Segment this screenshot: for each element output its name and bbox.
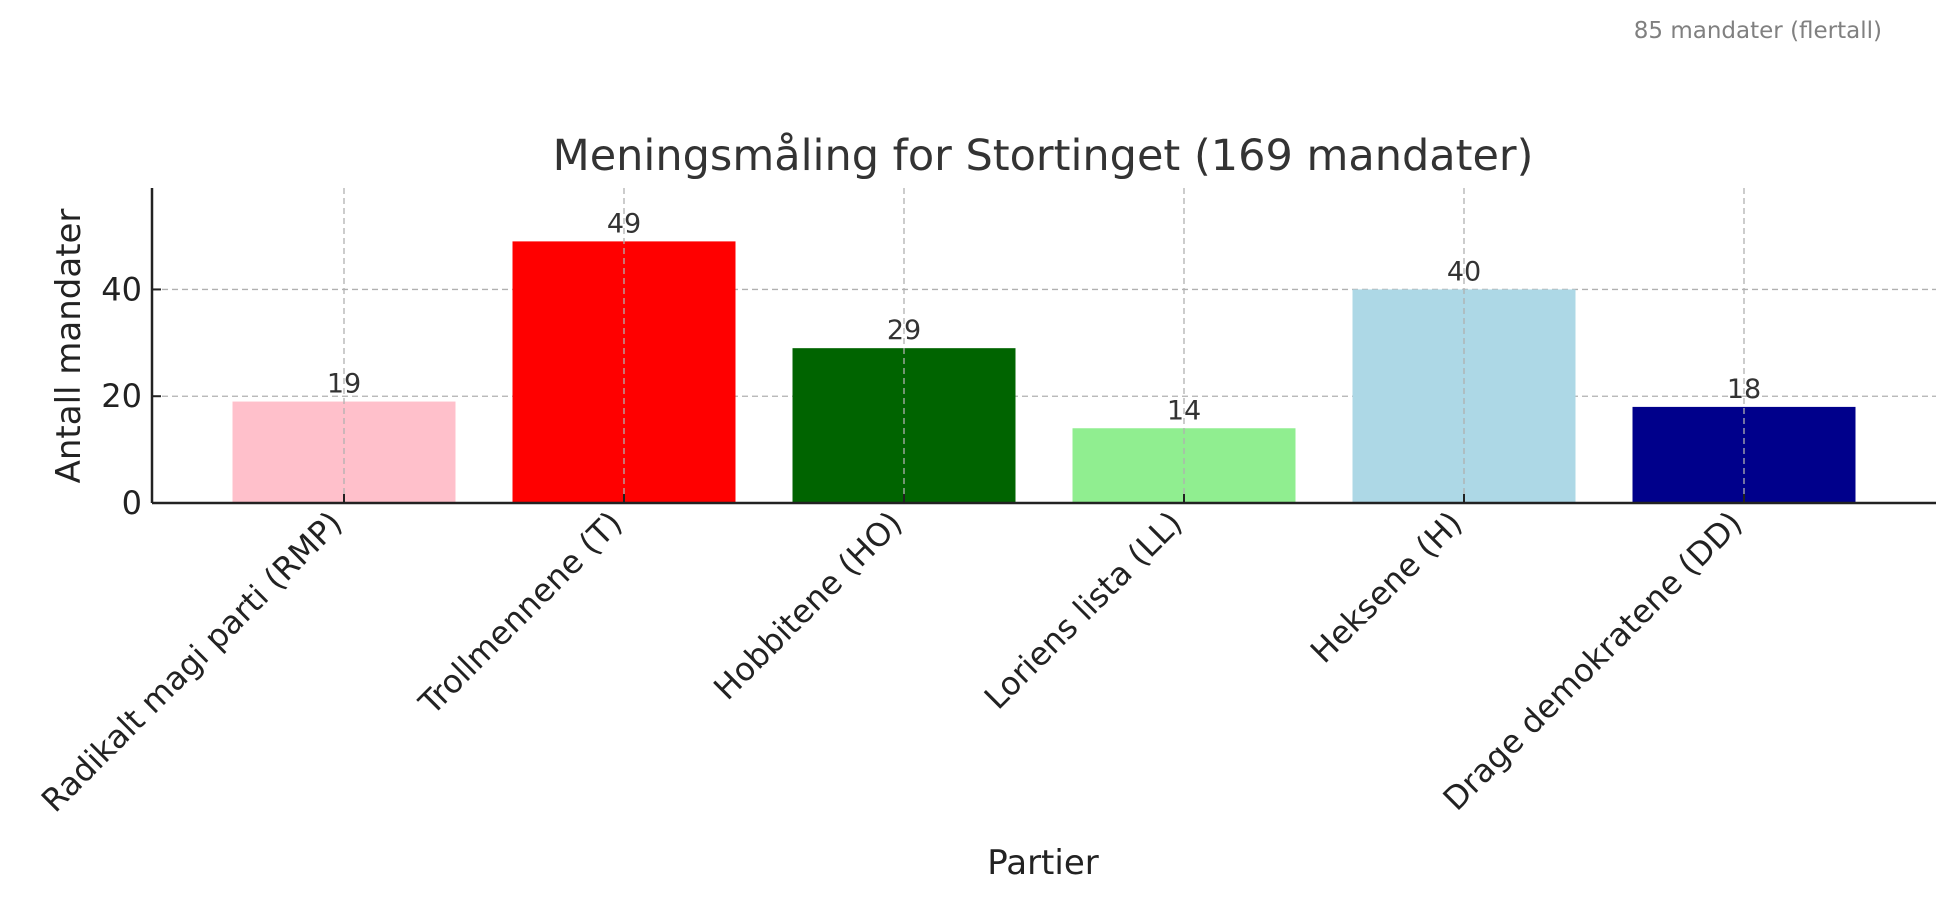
y-tick-label: 40	[101, 270, 142, 308]
axes-layer: 0 20 40 Radikalt magi parti (RMP) Trollmenne…	[34, 188, 1936, 819]
x-tick-label: Radikalt magi parti (RMP)	[34, 504, 350, 820]
y-tick-label: 0	[122, 484, 142, 522]
majority-note: 85 mandater (flertall)	[1634, 18, 1882, 44]
x-tick-label: Hobbitene (HO)	[706, 504, 909, 707]
x-tick-label: Drage demokratene (DD)	[1436, 504, 1750, 818]
grid-layer	[152, 288, 1936, 397]
x-tick-label: Loriens lista (LL)	[977, 504, 1190, 717]
bar	[1352, 289, 1576, 503]
x-tick-label: Trollmennene (T)	[411, 504, 630, 723]
x-tick-label: Heksene (H)	[1303, 504, 1470, 671]
y-tick-label: 20	[101, 377, 142, 415]
x-axis-label: Partier	[987, 843, 1098, 883]
y-axis-label: Antall mandater	[49, 209, 89, 484]
chart-title: Meningsmåling for Stortinget (169 mandat…	[553, 131, 1534, 181]
